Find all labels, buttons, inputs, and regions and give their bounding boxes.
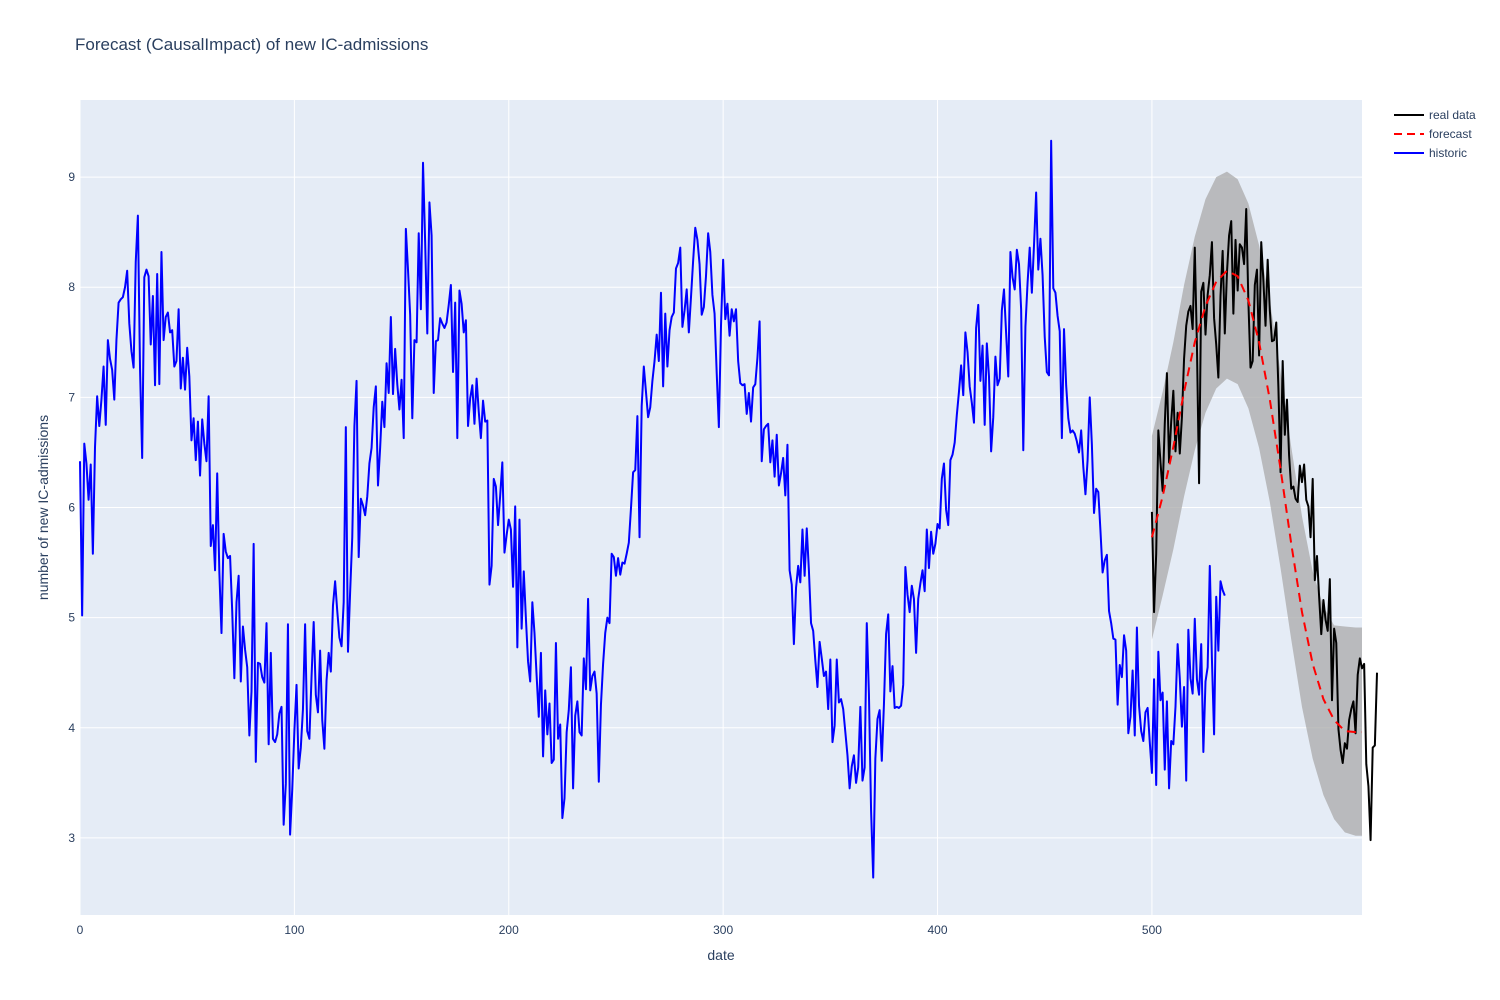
- forecast-series-line: [1150, 269, 1362, 734]
- confidence-band: [1151, 171, 1362, 836]
- forecast-interval-area: [1151, 171, 1362, 836]
- x-tick-label: 400: [928, 923, 948, 937]
- y-tick-label: 6: [68, 501, 75, 515]
- y-tick-label: 3: [68, 831, 75, 845]
- y-tick-label: 8: [68, 280, 75, 294]
- legend-item[interactable]: historic: [1394, 146, 1467, 160]
- real-data-series-line: [1150, 208, 1379, 842]
- x-tick-label: 300: [713, 923, 733, 937]
- y-axis-title: number of new IC-admissions: [35, 415, 51, 600]
- x-axis-title: date: [707, 947, 734, 963]
- x-tick-label: 100: [284, 923, 304, 937]
- x-tick-label: 200: [499, 923, 519, 937]
- historic-series-line: [79, 139, 1226, 879]
- legend-label: historic: [1429, 146, 1467, 160]
- tick-labels: 0 100 200 300 400 500 3 4 5 6 7 8 9: [68, 170, 1162, 937]
- legend-item[interactable]: real data: [1394, 108, 1476, 122]
- series-lines: [79, 139, 1379, 879]
- x-tick-label: 0: [77, 923, 84, 937]
- chart-title: Forecast (CausalImpact) of new IC-admiss…: [75, 35, 428, 54]
- legend-label: real data: [1429, 108, 1476, 122]
- legend-label: forecast: [1429, 127, 1472, 141]
- y-tick-label: 9: [68, 170, 75, 184]
- legend-item[interactable]: forecast: [1394, 127, 1472, 141]
- legend[interactable]: real data forecast historic: [1394, 108, 1476, 160]
- y-tick-label: 4: [68, 721, 75, 735]
- y-tick-label: 7: [68, 390, 75, 404]
- y-tick-label: 5: [68, 611, 75, 625]
- x-tick-label: 500: [1142, 923, 1162, 937]
